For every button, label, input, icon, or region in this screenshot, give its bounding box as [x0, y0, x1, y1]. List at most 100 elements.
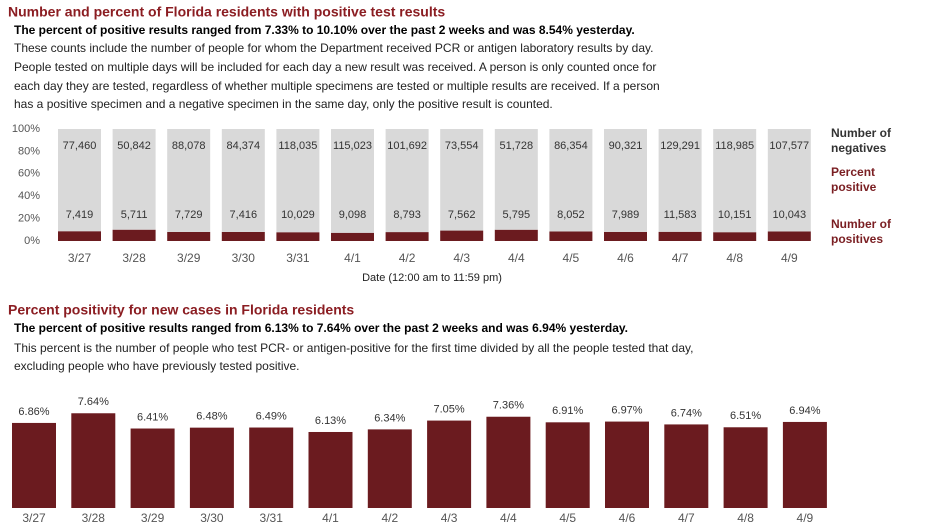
bar: [440, 230, 484, 241]
bar: [12, 422, 56, 508]
bar: [664, 424, 709, 508]
x-axis-label: Date (12:00 am to 11:59 pm): [362, 272, 502, 284]
bar: [221, 231, 265, 241]
count-label: 84,374: [226, 140, 260, 152]
x-tick-label: 3/29: [177, 251, 201, 265]
bar: [658, 231, 702, 241]
count-label: 88,078: [172, 140, 206, 152]
y-tick-label: 40%: [18, 190, 40, 202]
x-tick-label: 4/5: [563, 251, 580, 265]
x-tick-label: 4/4: [500, 511, 517, 524]
legend-entry: Percent positive: [831, 165, 877, 194]
description-line: People tested on multiple days will be i…: [14, 60, 656, 74]
bar: [658, 129, 702, 232]
bar: [71, 413, 116, 508]
bar: [605, 421, 649, 508]
count-label: 77,460: [63, 140, 97, 152]
count-label: 10,029: [281, 209, 315, 221]
data-label: 7.05%: [433, 403, 464, 415]
count-label: 10,151: [718, 209, 752, 221]
bar: [385, 232, 429, 241]
count-label: 129,291: [660, 140, 700, 152]
data-label: 6.86%: [18, 406, 49, 418]
x-tick-label: 4/3: [441, 511, 458, 524]
y-tick-label: 100%: [12, 123, 40, 135]
y-tick-label: 20%: [18, 213, 40, 225]
count-label: 90,321: [609, 140, 643, 152]
x-tick-label: 4/6: [617, 251, 634, 265]
count-label: 107,577: [769, 140, 809, 152]
bar: [112, 129, 156, 230]
count-label: 5,711: [121, 209, 148, 221]
bar: [549, 129, 593, 232]
data-label: 7.36%: [493, 400, 524, 412]
bar: [276, 232, 320, 241]
data-label: 6.34%: [374, 412, 405, 424]
data-label: 6.48%: [196, 411, 227, 423]
x-tick-label: 4/9: [781, 251, 798, 265]
bar: [486, 416, 531, 508]
legend-entry: Number of positives: [831, 217, 891, 246]
bar: [385, 129, 429, 233]
bar: [767, 129, 811, 232]
x-tick-label: 4/2: [399, 251, 416, 265]
bar: [767, 231, 811, 241]
bar: [189, 427, 234, 508]
x-tick-label: 4/7: [678, 511, 695, 524]
description-line: has a positive specimen and a negative s…: [14, 97, 553, 111]
count-label: 7,419: [66, 209, 94, 221]
count-label: 118,985: [715, 140, 754, 152]
count-label: 51,728: [499, 140, 533, 152]
count-label: 10,043: [772, 209, 806, 221]
bar: [167, 231, 211, 241]
bar: [58, 129, 101, 232]
y-tick-label: 60%: [18, 168, 40, 180]
count-label: 118,035: [278, 140, 317, 152]
count-label: 9,098: [339, 209, 367, 221]
count-label: 86,354: [554, 140, 588, 152]
y-tick-label: 0%: [24, 235, 40, 247]
chart-title: Percent positivity for new cases in Flor…: [8, 302, 354, 318]
count-label: 7,562: [448, 209, 476, 221]
count-label: 5,795: [503, 209, 531, 221]
bar: [221, 129, 265, 232]
bar: [308, 431, 353, 508]
x-tick-label: 4/5: [559, 511, 576, 524]
count-label: 11,583: [664, 209, 697, 221]
count-label: 7,416: [230, 209, 258, 221]
bar: [58, 231, 101, 241]
chart-title: Number and percent of Florida residents …: [8, 4, 445, 20]
count-label: 8,793: [393, 209, 421, 221]
bar: [723, 427, 768, 508]
bar: [782, 421, 827, 508]
x-tick-label: 4/2: [381, 511, 398, 524]
bar: [112, 229, 156, 241]
bar: [545, 422, 590, 508]
y-tick-label: 80%: [18, 145, 40, 157]
bar: [604, 129, 647, 232]
x-tick-label: 3/30: [232, 251, 256, 265]
bar: [367, 429, 412, 508]
count-label: 8,052: [557, 209, 585, 221]
x-tick-label: 3/31: [260, 511, 284, 524]
x-tick-label: 3/31: [286, 251, 310, 265]
count-label: 50,842: [117, 140, 151, 152]
count-label: 73,554: [445, 140, 479, 152]
bar: [427, 420, 472, 508]
x-tick-label: 3/30: [200, 511, 224, 524]
bar: [494, 129, 538, 230]
legend-entry: Number of negatives: [831, 126, 891, 155]
bar: [167, 129, 211, 232]
bar: [713, 129, 757, 233]
bar: [440, 129, 484, 231]
count-label: 7,729: [175, 209, 203, 221]
x-tick-label: 4/4: [508, 251, 525, 265]
x-tick-label: 4/1: [322, 511, 339, 524]
x-tick-label: 4/3: [453, 251, 470, 265]
data-label: 6.51%: [730, 410, 761, 422]
bar: [276, 129, 320, 233]
description-line: This percent is the number of people who…: [14, 341, 693, 355]
x-tick-label: 3/29: [141, 511, 165, 524]
bar: [249, 427, 294, 508]
